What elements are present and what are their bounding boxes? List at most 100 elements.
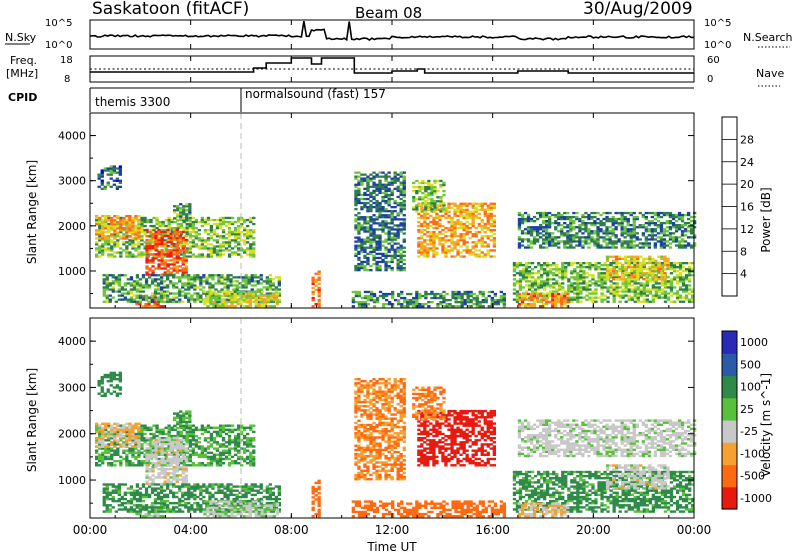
power-cell: [519, 284, 522, 286]
power-cell: [630, 244, 633, 246]
power-cell: [182, 219, 185, 221]
power-cell: [237, 243, 240, 245]
power-cell: [533, 228, 536, 230]
power-cell: [621, 244, 624, 246]
power-cell: [164, 251, 167, 253]
power-cell: [640, 301, 643, 303]
power-cell: [375, 206, 378, 208]
power-cell: [417, 255, 420, 257]
power-cell: [447, 203, 450, 205]
power-cell: [101, 176, 104, 178]
power-cell: [415, 293, 418, 295]
power-cell: [637, 286, 640, 288]
power-cell: [634, 286, 637, 288]
power-cell: [157, 265, 160, 267]
power-cell: [594, 290, 597, 292]
power-cell: [219, 255, 222, 257]
power-cell: [207, 237, 210, 239]
power-cell: [624, 216, 627, 218]
power-cell: [400, 192, 403, 194]
power-cell: [167, 239, 170, 241]
power-cell: [220, 288, 223, 290]
freq-tick-bottom: 8: [64, 74, 70, 85]
power-cell: [438, 233, 441, 235]
power-cell: [412, 299, 415, 301]
power-cell: [363, 220, 366, 222]
power-cell: [128, 229, 131, 231]
power-cell: [369, 194, 372, 196]
power-cell: [447, 229, 450, 231]
power-cell: [472, 221, 475, 223]
power-cell: [531, 272, 534, 274]
power-cell: [432, 251, 435, 253]
power-cell: [513, 284, 516, 286]
power-cell: [660, 212, 663, 214]
power-cell: [424, 206, 427, 208]
power-cell: [627, 264, 630, 266]
power-cell: [237, 219, 240, 221]
power-cell: [144, 305, 147, 307]
power-cell: [198, 221, 201, 223]
velocity-cell: [134, 452, 137, 454]
power-cell: [661, 280, 664, 282]
power-cell: [187, 292, 190, 294]
power-cell: [469, 249, 472, 251]
power-cell: [116, 245, 119, 247]
power-cell: [600, 278, 603, 280]
power-cell: [243, 301, 246, 303]
power-cell: [591, 278, 594, 280]
power-cell: [463, 229, 466, 231]
power-cell: [412, 200, 415, 202]
power-cell: [503, 293, 506, 295]
power-cell: [427, 204, 430, 206]
power-cell: [533, 293, 536, 295]
power-cell: [493, 203, 496, 205]
power-cell: [394, 249, 397, 251]
power-cell: [470, 293, 473, 295]
power-cell: [612, 224, 615, 226]
power-cell: [372, 247, 375, 249]
power-cell: [104, 227, 107, 229]
power-cell: [429, 249, 432, 251]
power-cell: [375, 184, 378, 186]
power-cell: [103, 290, 106, 292]
power-cell: [600, 268, 603, 270]
power-cell: [584, 228, 587, 230]
power-cell: [140, 229, 143, 231]
velocity-cell: [131, 464, 134, 466]
power-cell: [616, 292, 619, 294]
velocity-cell: [134, 433, 137, 435]
power-cell: [543, 282, 546, 284]
power-cell: [621, 216, 624, 218]
velocity-cell: [134, 456, 137, 458]
power-cell: [637, 297, 640, 299]
power-cell: [566, 218, 569, 220]
power-cell: [372, 172, 375, 174]
power-cell: [354, 245, 357, 247]
power-cell: [145, 229, 148, 231]
velocity-cell: [140, 431, 143, 433]
power-cell: [490, 215, 493, 217]
power-cell: [209, 303, 212, 305]
power-cell: [669, 228, 672, 230]
power-cell: [630, 214, 633, 216]
power-cell: [134, 249, 137, 251]
power-cell: [663, 246, 666, 248]
range-tick-label: 2000: [58, 220, 86, 233]
power-cell: [646, 268, 649, 270]
power-cell: [453, 243, 456, 245]
power-cell: [151, 241, 154, 243]
power-cell: [137, 243, 140, 245]
power-cell: [513, 262, 516, 264]
power-cell: [569, 238, 572, 240]
power-cell: [609, 274, 612, 276]
power-cell: [363, 257, 366, 259]
power-cell: [119, 247, 122, 249]
power-cell: [528, 274, 531, 276]
power-cell: [375, 247, 378, 249]
power-cell: [569, 244, 572, 246]
power-cell: [624, 266, 627, 268]
power-cell: [184, 288, 187, 290]
power-cell: [463, 227, 466, 229]
power-cell: [542, 212, 545, 214]
